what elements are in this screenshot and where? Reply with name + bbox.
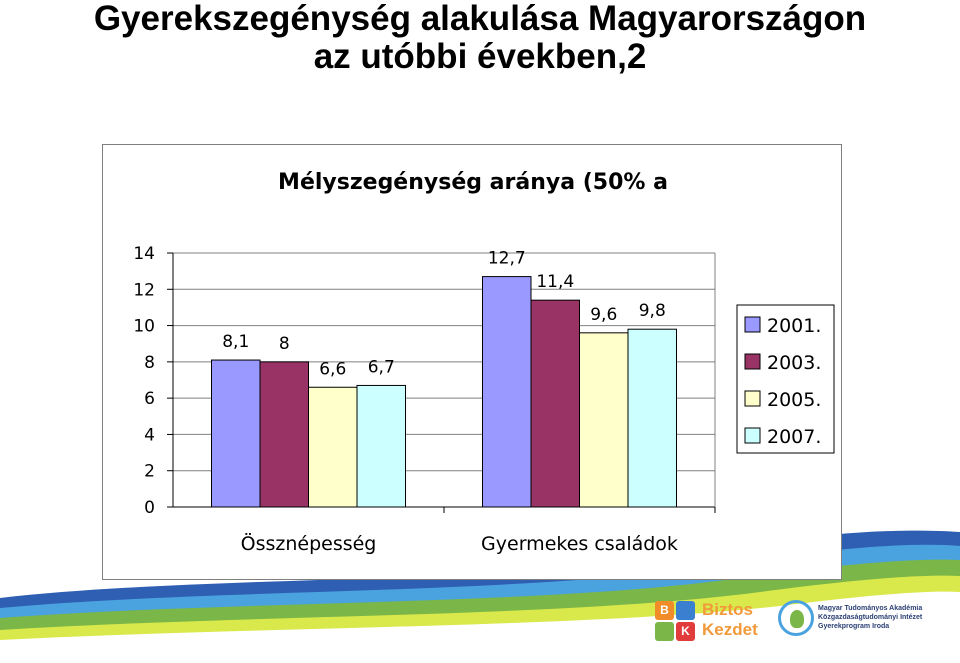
logo-square-b: B [655,601,674,620]
legend-label: 2007. [767,426,821,448]
y-tick-label: 2 [144,462,155,482]
mta-text: Magyar Tudományos Akadémia Közgazdaságtu… [818,604,922,631]
legend-swatch [744,390,761,407]
y-tick-label: 8 [144,353,155,373]
data-label: 6,7 [368,357,395,377]
chart-frame: Mélyszegénység aránya (50% a 0 2 4 6 8 10 12 14 8… [102,144,842,580]
data-label: 9,8 [639,301,666,321]
bar-2001-0 [211,359,261,508]
bar-2001-1 [482,276,532,508]
y-tick-label: 0 [144,498,155,518]
data-label: 6,6 [319,359,346,379]
bar-2007-0 [356,384,406,508]
y-tick-label: 4 [144,425,155,445]
slide-title-line1: Gyerekszegénység alakulása Magyarországo… [93,0,867,38]
bar-2003-1 [530,299,580,508]
mta-line1: Magyar Tudományos Akadémia [818,605,923,612]
logo-square-k: K [676,622,695,641]
y-tick-label: 12 [133,280,155,300]
mta-circle-icon [778,600,814,636]
legend-label: 2003. [767,352,821,374]
y-tick-label: 6 [144,389,155,409]
footer-waves [0,530,960,663]
chart-svg: Mélyszegénység aránya (50% a 0 2 4 6 8 10 12 14 8… [133,170,835,555]
mta-line3: Gyerekprogram Iroda [818,623,890,630]
legend-swatch [744,427,761,444]
data-label: 8 [279,334,290,354]
slide-title-line2: az utóbbi években,2 [313,37,647,76]
biztos-kezdet-logo: B K Biztos Kezdet [652,598,772,642]
x-category-label: Össznépesség [241,532,377,555]
mta-logo: Magyar Tudományos Akadémia Közgazdaságtu… [778,598,958,642]
mta-line2: Közgazdaságtudományi Intézet [818,614,923,621]
bar-2005-1 [579,332,629,508]
chart-title: Mélyszegénység aránya (50% a [278,170,668,195]
bar-2005-0 [308,386,358,508]
logo-word-biztos: Biztos [702,600,753,619]
data-label: 9,6 [590,305,617,325]
legend-swatch [744,316,761,333]
slide-title: Gyerekszegénység alakulása Magyarországo… [0,0,960,76]
bar-2003-0 [259,361,309,508]
wave-white [0,591,960,663]
legend-label: 2001. [767,315,821,337]
y-tick-label: 10 [133,317,155,337]
bar-2007-1 [627,328,677,508]
data-label: 12,7 [488,249,526,269]
y-tick-label: 14 [133,244,155,264]
data-label: 11,4 [536,272,574,292]
logo-square-green [655,622,674,641]
legend-label: 2005. [767,389,821,411]
logo-word-kezdet: Kezdet [702,620,758,639]
legend-swatch [744,353,761,370]
logo-square-blue [676,601,695,620]
x-category-label: Gyermekes családok [481,533,678,555]
data-label: 8,1 [222,332,249,352]
